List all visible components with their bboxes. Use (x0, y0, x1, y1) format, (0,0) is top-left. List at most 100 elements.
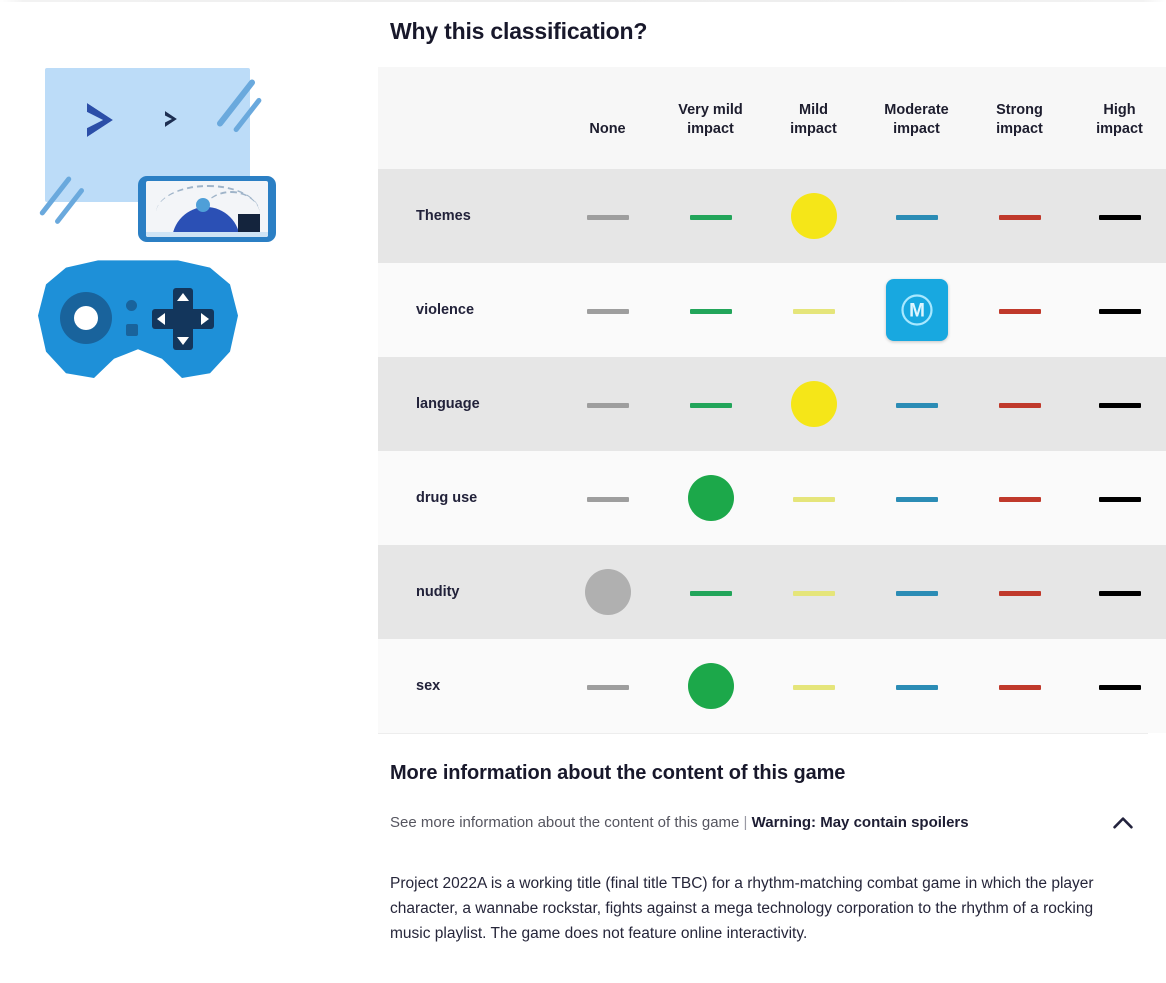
table-row: Themes (378, 169, 1166, 264)
impact-level-dash (998, 215, 1041, 221)
column-header-line2: impact (687, 121, 734, 138)
floor-strip (146, 232, 268, 237)
impact-level-dash (895, 497, 938, 503)
impact-level-dash (1098, 403, 1141, 409)
impact-cell (659, 357, 762, 451)
impact-cell (762, 357, 865, 451)
impact-level-dash (895, 685, 938, 691)
impact-level-dash (689, 591, 732, 597)
tablet-game-scene-icon (138, 176, 276, 242)
spoiler-label: See more information about the content o… (390, 814, 969, 831)
rating-badge-m-icon: M (885, 279, 948, 342)
content-column: Why this classification? None Very mild im… (378, 0, 1166, 983)
impact-level-dash (1098, 591, 1141, 597)
impact-cell (1071, 169, 1166, 263)
svg-text:M: M (909, 301, 925, 322)
impact-cell (556, 357, 659, 451)
page-title: Why this classification? (390, 18, 648, 44)
dpad-icon (152, 288, 214, 350)
more-information-heading: More information about the content of th… (390, 762, 846, 785)
impact-cell (865, 639, 968, 733)
game-illustration (18, 52, 318, 412)
impact-cell (556, 451, 659, 545)
impact-cell (659, 451, 762, 545)
column-header-mild: Mild impact (762, 67, 865, 169)
analog-stick-cap (74, 306, 98, 330)
dpad-arrow-right-icon (201, 313, 209, 325)
impact-cell (762, 639, 865, 733)
impact-level-dash (586, 685, 629, 691)
column-header-line1: Strong (996, 102, 1043, 118)
impact-cell (1071, 357, 1166, 451)
ball-icon (196, 198, 210, 212)
table-row: sex (378, 639, 1166, 734)
illustration-column (0, 0, 378, 983)
chevron-up-icon[interactable] (1110, 809, 1136, 835)
impact-level-dash (1098, 685, 1141, 691)
controller-button-round-icon (126, 300, 137, 311)
impact-level-dash (689, 215, 732, 221)
impact-level-dash (895, 403, 938, 409)
impact-level-dash (1098, 215, 1141, 221)
impact-cell (762, 169, 865, 263)
impact-level-dash (792, 309, 835, 315)
column-header-label (378, 67, 556, 169)
impact-level-dash (586, 403, 629, 409)
impact-cell (865, 169, 968, 263)
column-header-line2: impact (790, 121, 837, 138)
impact-cell (865, 545, 968, 639)
impact-cell (968, 545, 1071, 639)
impact-cell (1071, 451, 1166, 545)
play-triangle-large-icon (87, 103, 113, 137)
impact-cell (968, 169, 1071, 263)
impact-cell (556, 169, 659, 263)
impact-cell (659, 639, 762, 733)
tablet-screen (146, 181, 268, 237)
impact-level-dash (689, 309, 732, 315)
column-header-line1: Mild (799, 102, 828, 118)
selected-impact-marker (687, 663, 734, 710)
classification-table-wrapper: None Very mild impact Mild impact Moderate imp… (378, 67, 1166, 735)
impact-level-dash (586, 309, 629, 315)
row-label-sex: sex (416, 678, 441, 695)
table-row: drug use (378, 451, 1166, 546)
impact-level-dash (792, 497, 835, 503)
column-header-strong: Strong impact (968, 67, 1071, 169)
spoiler-toggle-row[interactable]: See more information about the content o… (390, 809, 1136, 841)
ball-trajectory-icon (202, 191, 260, 215)
row-label-violence: violence (416, 302, 475, 319)
selected-impact-marker (790, 193, 837, 240)
game-description: Project 2022A is a working title (final … (390, 875, 1094, 943)
impact-cell (968, 263, 1071, 357)
column-header-line2: impact (893, 121, 940, 138)
impact-level-dash (1098, 497, 1141, 503)
impact-cell (762, 263, 865, 357)
spoiler-lead-text: See more information about the content o… (390, 813, 740, 831)
table-header: None Very mild impact Mild impact Moderate imp… (378, 67, 1166, 170)
impact-cell (1071, 545, 1166, 639)
impact-cell (968, 451, 1071, 545)
gamepad-controller-icon (38, 258, 238, 378)
table-header-row: None Very mild impact Mild impact Moderate imp… (378, 67, 1166, 170)
selected-impact-marker (584, 569, 631, 616)
column-header-moderate: Moderate impact (865, 67, 968, 169)
impact-cell (968, 357, 1071, 451)
column-header-line1: None (589, 121, 626, 138)
dpad-arrow-left-icon (157, 313, 165, 325)
impact-level-dash (586, 215, 629, 221)
impact-cell (556, 263, 659, 357)
impact-cell (762, 545, 865, 639)
impact-level-dash (998, 497, 1041, 503)
column-header-line1: Moderate (884, 102, 949, 118)
impact-level-dash (998, 309, 1041, 315)
selected-impact-marker (687, 475, 734, 522)
controller-button-square-icon (126, 324, 138, 336)
impact-level-dash (586, 497, 629, 503)
impact-cell (659, 545, 762, 639)
dpad-horizontal-arm (152, 309, 214, 329)
row-label-language: language (416, 396, 480, 413)
classification-table: None Very mild impact Mild impact Moderate imp… (378, 67, 1166, 734)
impact-cell (1071, 639, 1166, 733)
column-header-high: High impact (1071, 67, 1166, 169)
